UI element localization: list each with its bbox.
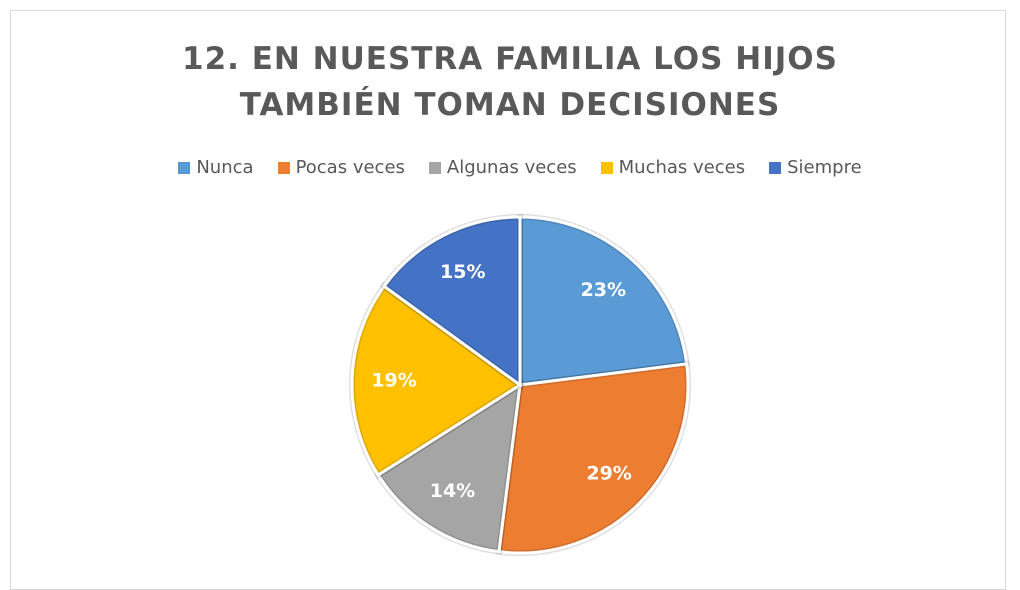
slice-edge [350,284,523,478]
legend-swatch [178,161,191,174]
slice-edge [497,362,690,555]
chart: 23% 29% 14% 19% 15% [349,213,691,556]
chart-title: 12. EN NUESTRA FAMILIA LOS HIJOS TAMBIÉN… [182,41,838,123]
data-label: 15% [440,261,485,283]
legend-item: Nunca [178,157,254,178]
data-label: 19% [371,370,416,392]
legend-swatch [277,161,290,174]
data-label: 14% [430,480,475,502]
legend-label: Siempre [787,157,862,178]
pie-slice [517,213,691,389]
legend-item: Algunas veces [428,157,577,178]
slice-edge [518,215,689,387]
legend-label: Pocas veces [295,157,405,178]
slice-edge [381,215,522,388]
page: 23% 29% 14% 19% 15% 12. EN NUESTRA FAMILIA L… [0,10,1020,590]
legend-label: Algunas veces [446,157,577,178]
legend-item: Siempre [769,157,862,178]
legend-item: Pocas veces [277,157,405,178]
data-label: 23% [581,279,626,301]
legend-swatch [600,161,613,174]
legend: Nunca Pocas veces Algunas veces Muchas vece… [0,157,1020,178]
chart-title-box: 12. EN NUESTRA FAMILIA LOS HIJOS TAMBIÉN… [0,36,1020,128]
pie-slice [495,360,691,556]
data-label: 29% [586,463,631,485]
slice-edge [376,382,522,554]
legend-swatch [769,161,782,174]
legend-swatch [428,161,441,174]
legend-label: Muchas veces [618,157,746,178]
legend-label: Nunca [196,157,254,178]
legend-item: Muchas veces [600,157,746,178]
